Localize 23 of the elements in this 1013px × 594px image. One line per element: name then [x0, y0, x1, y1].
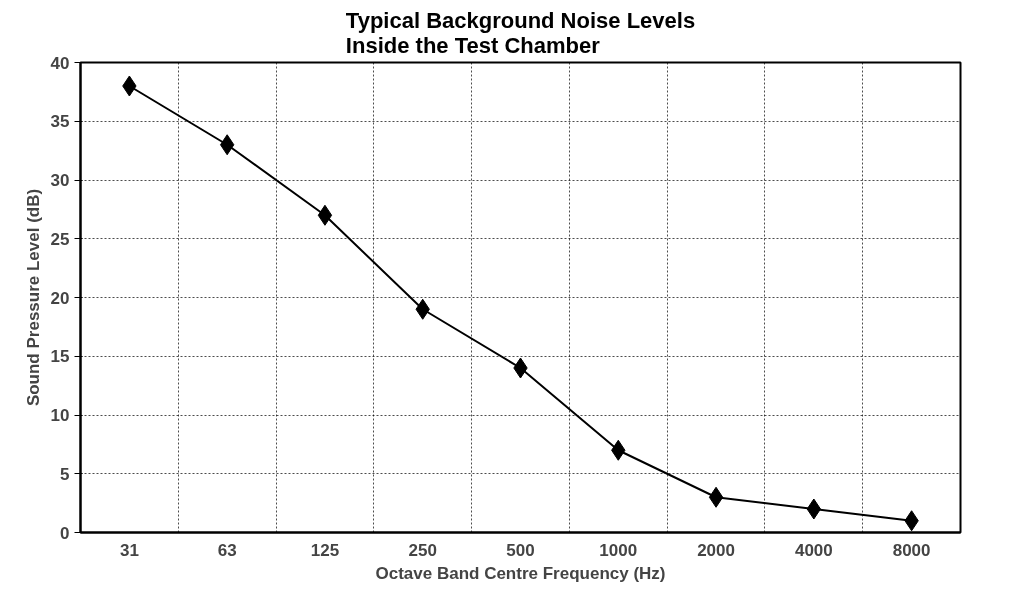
- y-tick-label: 20: [50, 288, 70, 308]
- x-tick-label: 2000: [697, 540, 735, 560]
- y-tick-label: 15: [50, 347, 70, 367]
- y-tick-label: 25: [50, 229, 70, 249]
- y-tick-label: 0: [60, 523, 70, 543]
- y-tick-label: 40: [50, 53, 70, 73]
- x-tick-label: 63: [217, 540, 237, 560]
- y-tick-label: 35: [50, 112, 70, 132]
- x-tick-label: 1000: [599, 540, 638, 560]
- chart-title: Typical Background Noise Levels Inside the Test Chamber: [345, 7, 696, 58]
- y-tick-label: 5: [60, 464, 70, 484]
- x-tick-label: 8000: [892, 540, 931, 560]
- y-tick-label: 10: [50, 406, 70, 425]
- x-tick-label: 4000: [794, 540, 833, 560]
- point: [708, 486, 724, 508]
- x-axis-title: Octave Band Centre Frequency (Hz): [375, 563, 666, 583]
- y-axis-title: Sound Pressure Level (dB): [23, 188, 43, 407]
- x-tick-label: 500: [506, 540, 535, 560]
- x-tick-label: 125: [310, 540, 340, 560]
- x-tick-label: 31: [119, 540, 139, 560]
- x-tick-label: 250: [408, 540, 437, 560]
- y-tick-label: 30: [50, 171, 70, 190]
- point: [317, 204, 333, 226]
